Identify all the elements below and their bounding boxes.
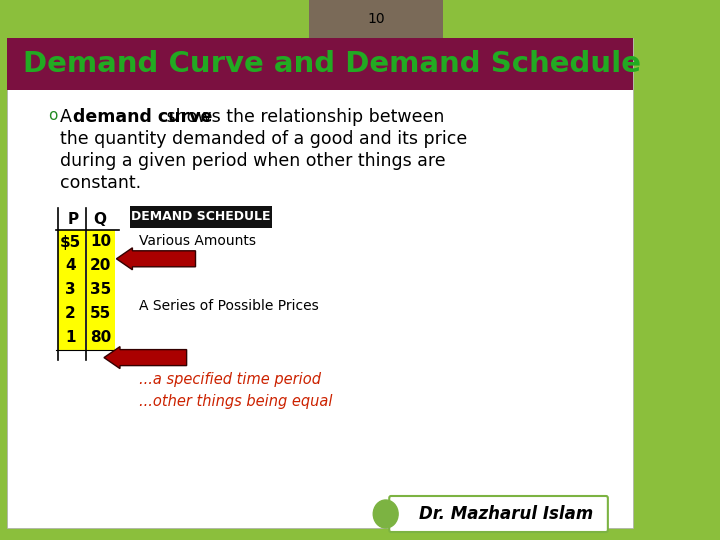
- Text: 10: 10: [90, 234, 111, 249]
- Bar: [58, 230, 85, 350]
- FancyArrow shape: [117, 248, 196, 270]
- Circle shape: [373, 500, 398, 528]
- Text: during a given period when other things are: during a given period when other things …: [60, 152, 446, 170]
- Bar: [7, 38, 633, 90]
- Text: 10: 10: [367, 12, 384, 26]
- Text: 3: 3: [65, 282, 76, 298]
- Text: 1: 1: [65, 330, 76, 346]
- Bar: [60, 208, 85, 230]
- Bar: [87, 208, 112, 230]
- Text: ...other things being equal: ...other things being equal: [139, 394, 332, 409]
- Text: P: P: [67, 212, 78, 226]
- FancyArrow shape: [104, 347, 186, 369]
- FancyBboxPatch shape: [390, 496, 608, 532]
- Text: 80: 80: [90, 330, 111, 346]
- Text: $5: $5: [60, 234, 81, 249]
- Text: 35: 35: [90, 282, 111, 298]
- Text: Various Amounts: Various Amounts: [139, 234, 256, 248]
- Text: constant.: constant.: [60, 174, 142, 192]
- Bar: [87, 230, 114, 350]
- Text: shows the relationship between: shows the relationship between: [161, 108, 444, 126]
- Bar: [310, 0, 443, 38]
- Text: A Series of Possible Prices: A Series of Possible Prices: [139, 299, 318, 313]
- Text: Dr. Mazharul Islam: Dr. Mazharul Islam: [418, 505, 593, 523]
- Text: the quantity demanded of a good and its price: the quantity demanded of a good and its …: [60, 130, 468, 148]
- Text: Q: Q: [93, 212, 106, 226]
- Bar: [130, 206, 272, 228]
- Text: 55: 55: [90, 307, 111, 321]
- Text: Demand Curve and Demand Schedule: Demand Curve and Demand Schedule: [23, 50, 641, 78]
- Text: 20: 20: [90, 259, 111, 273]
- Text: DEMAND SCHEDULE: DEMAND SCHEDULE: [131, 211, 271, 224]
- Text: A: A: [60, 108, 78, 126]
- Text: o: o: [48, 108, 58, 123]
- Text: ...a specified time period: ...a specified time period: [139, 372, 320, 387]
- Text: 4: 4: [65, 259, 76, 273]
- Text: 2: 2: [65, 307, 76, 321]
- Text: demand curve: demand curve: [73, 108, 212, 126]
